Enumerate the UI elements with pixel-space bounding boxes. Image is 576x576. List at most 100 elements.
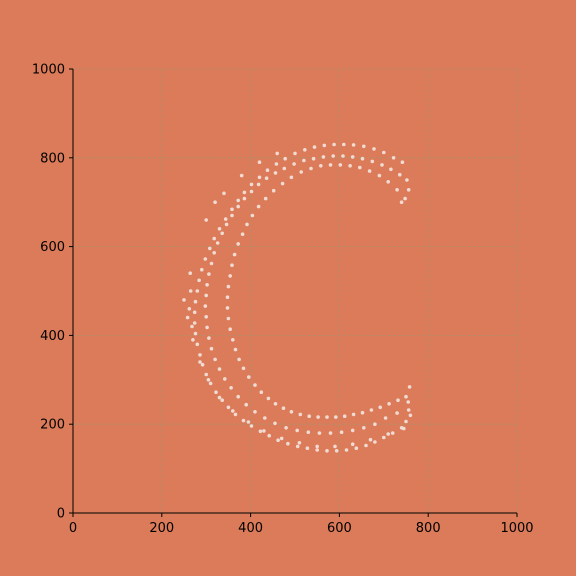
scatter-point	[317, 431, 322, 435]
scatter-point	[344, 448, 349, 452]
scatter-point	[249, 189, 254, 194]
scatter-point	[204, 293, 208, 298]
scatter-point	[407, 385, 412, 389]
scatter-point	[192, 321, 197, 325]
y-tick-label: 200	[40, 418, 65, 433]
scatter-point	[265, 168, 270, 172]
scatter-point	[283, 156, 288, 161]
scatter-point	[213, 357, 217, 362]
scatter-point	[369, 408, 374, 412]
scatter-point	[224, 222, 229, 227]
scatter-point	[212, 236, 216, 241]
scatter-point	[389, 167, 393, 172]
scatter-point	[309, 166, 313, 171]
scatter-point	[263, 416, 267, 420]
scatter-point	[315, 444, 320, 449]
scatter-point	[241, 418, 246, 423]
scatter-point	[360, 410, 365, 415]
scatter-point	[205, 283, 209, 287]
scatter-point	[305, 446, 310, 451]
scatter-point	[332, 142, 336, 147]
scatter-point	[328, 431, 333, 435]
scatter-point	[220, 231, 224, 236]
axes	[72, 69, 517, 514]
scatter-point	[247, 375, 251, 379]
scatter-point	[195, 289, 200, 293]
scatter-point	[217, 367, 222, 371]
scatter-point	[256, 204, 261, 209]
scatter-point	[185, 315, 190, 320]
scatter-point	[259, 390, 264, 395]
scatter-point	[328, 163, 333, 167]
scatter-point	[307, 414, 312, 419]
scatter-point	[233, 347, 238, 352]
scatter-point	[348, 164, 352, 168]
x-tick-label: 800	[416, 521, 441, 536]
scatter-point	[351, 412, 356, 417]
y-tick-label: 0	[57, 507, 65, 522]
scatter-point	[204, 218, 208, 222]
scatter-point	[195, 342, 200, 347]
scatter-point	[193, 299, 198, 304]
x-tick-label: 0	[69, 521, 77, 536]
scatter-point	[404, 419, 408, 424]
scatter-point	[312, 145, 317, 149]
scatter-point	[295, 428, 300, 433]
scatter-point	[382, 150, 386, 155]
scatter-point	[249, 182, 254, 187]
scatter-point	[408, 413, 413, 418]
scatter-point	[198, 360, 202, 364]
x-tick-label: 1000	[500, 521, 533, 536]
scatter-point	[271, 188, 276, 193]
scatter-point	[275, 151, 280, 156]
scatter-point	[257, 175, 262, 180]
scatter-point	[188, 289, 193, 293]
scatter-point	[209, 346, 214, 351]
scatter-point	[350, 428, 355, 433]
scatter-point	[334, 449, 339, 453]
scatter-point	[338, 163, 343, 167]
scatter-point	[311, 156, 316, 161]
scatter-point	[293, 151, 297, 156]
scatter-point	[262, 429, 266, 433]
scatter-point	[249, 424, 254, 428]
scatter-point	[207, 336, 211, 340]
scatter-point	[192, 310, 197, 315]
scatter-point	[200, 362, 205, 367]
scatter-point	[236, 204, 240, 209]
scatter-point	[253, 383, 257, 387]
scatter-point	[284, 426, 288, 430]
scatter-point	[212, 251, 216, 255]
scatter-point	[383, 416, 388, 420]
scatter-point	[399, 200, 404, 204]
scatter-point	[358, 165, 362, 170]
y-tick-label: 1000	[32, 63, 65, 78]
scatter-point	[334, 415, 338, 419]
scatter-point	[299, 170, 304, 174]
scatter-point	[274, 162, 279, 166]
scatter-point	[230, 263, 234, 268]
scatter-point	[250, 213, 255, 218]
y-tick-label: 800	[40, 151, 65, 166]
scatter-point	[217, 227, 222, 231]
scatter-point	[190, 324, 194, 329]
scatter-point	[298, 412, 303, 417]
scatter-point	[362, 426, 366, 430]
scatter-point	[386, 432, 391, 436]
scatter-point	[292, 162, 296, 166]
scatter-point	[367, 169, 372, 173]
scatter-point	[241, 366, 246, 371]
scatter-point	[187, 307, 192, 311]
scatter-point	[295, 444, 300, 449]
scatter-point	[236, 242, 240, 246]
scatter-point	[204, 315, 208, 319]
scatter-point	[282, 166, 287, 171]
scatter-point	[342, 142, 346, 147]
scatter-point	[289, 175, 294, 180]
x-ticks: 0 200 400 600 800 1000	[69, 513, 534, 536]
scatter-point	[378, 405, 383, 410]
scatter-point	[239, 173, 244, 178]
scatter-point	[208, 381, 213, 386]
scatter-point	[390, 431, 395, 435]
scatter-point	[205, 325, 209, 330]
